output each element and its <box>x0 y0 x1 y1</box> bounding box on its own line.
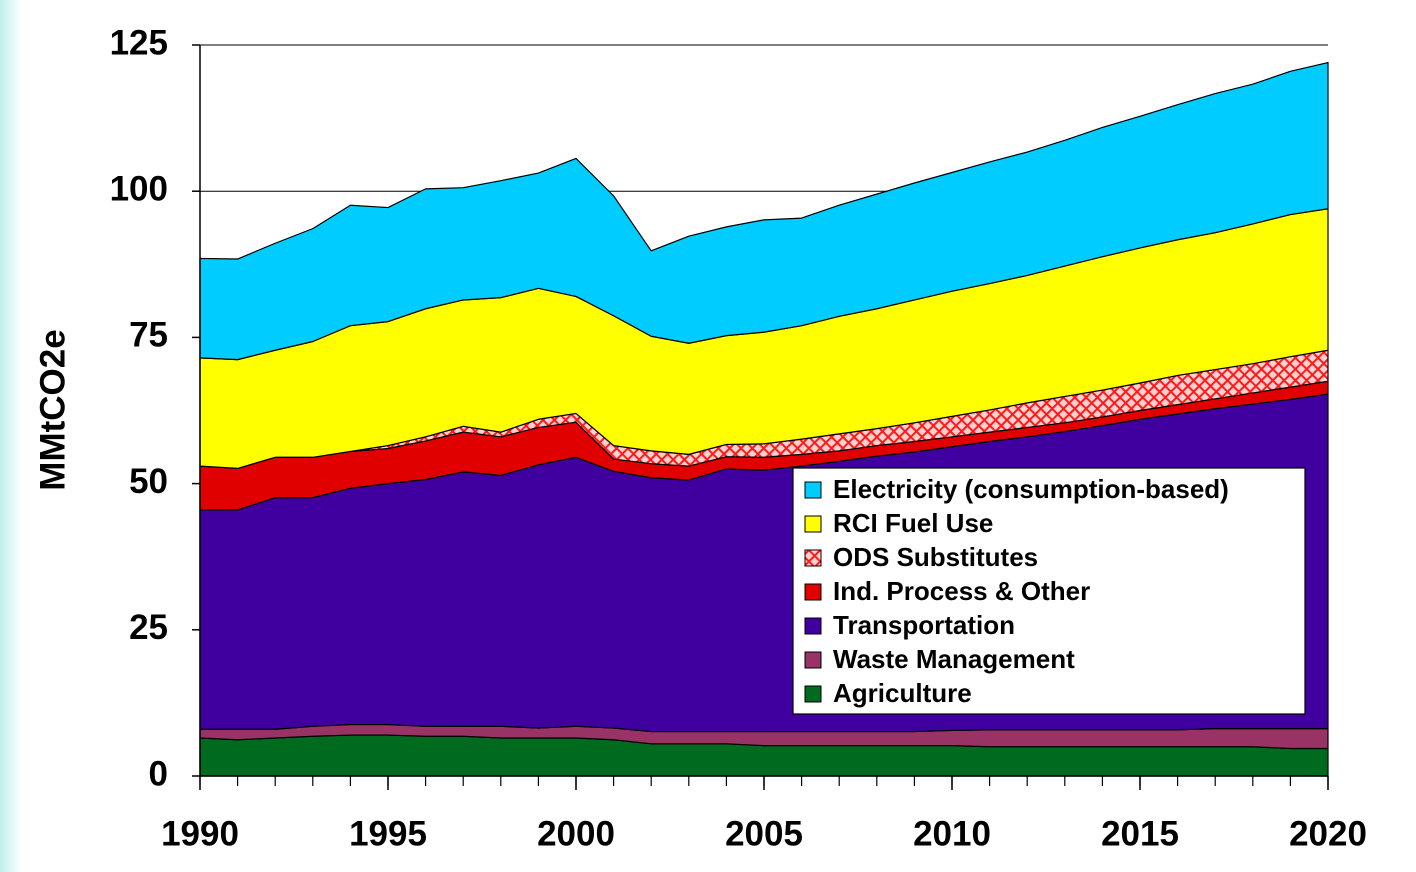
x-tick-label: 1990 <box>161 814 239 853</box>
legend-swatch <box>804 617 822 635</box>
y-tick-label: 25 <box>129 608 168 647</box>
x-tick-label: 2005 <box>725 814 803 853</box>
legend-label: Agriculture <box>833 678 972 708</box>
legend-swatch <box>804 685 822 703</box>
legend-label: Transportation <box>833 610 1015 640</box>
legend-swatch <box>804 549 822 567</box>
legend-label: Electricity (consumption-based) <box>833 474 1229 504</box>
legend-label: Waste Management <box>833 644 1075 674</box>
x-tick-label: 2000 <box>537 814 615 853</box>
legend-swatch <box>804 481 822 499</box>
legend-swatch <box>804 651 822 669</box>
x-tick-label: 1995 <box>349 814 427 853</box>
y-axis-label: MMtCO2e <box>33 329 72 490</box>
x-tick-label: 2020 <box>1289 814 1367 853</box>
y-tick-label: 125 <box>110 23 168 62</box>
legend-swatch <box>804 583 822 601</box>
y-tick-label: 100 <box>110 169 168 208</box>
legend-label: ODS Substitutes <box>833 542 1038 572</box>
x-tick-label: 2015 <box>1101 814 1179 853</box>
legend-label: Ind. Process & Other <box>833 576 1090 606</box>
x-tick-label: 2010 <box>913 814 991 853</box>
legend-swatch <box>804 515 822 533</box>
y-tick-label: 50 <box>129 462 168 501</box>
legend-label: RCI Fuel Use <box>833 508 993 538</box>
legend-box <box>792 467 1306 715</box>
area <box>199 61 1329 361</box>
y-tick-label: 75 <box>129 316 168 355</box>
y-tick-label: 0 <box>149 754 168 793</box>
